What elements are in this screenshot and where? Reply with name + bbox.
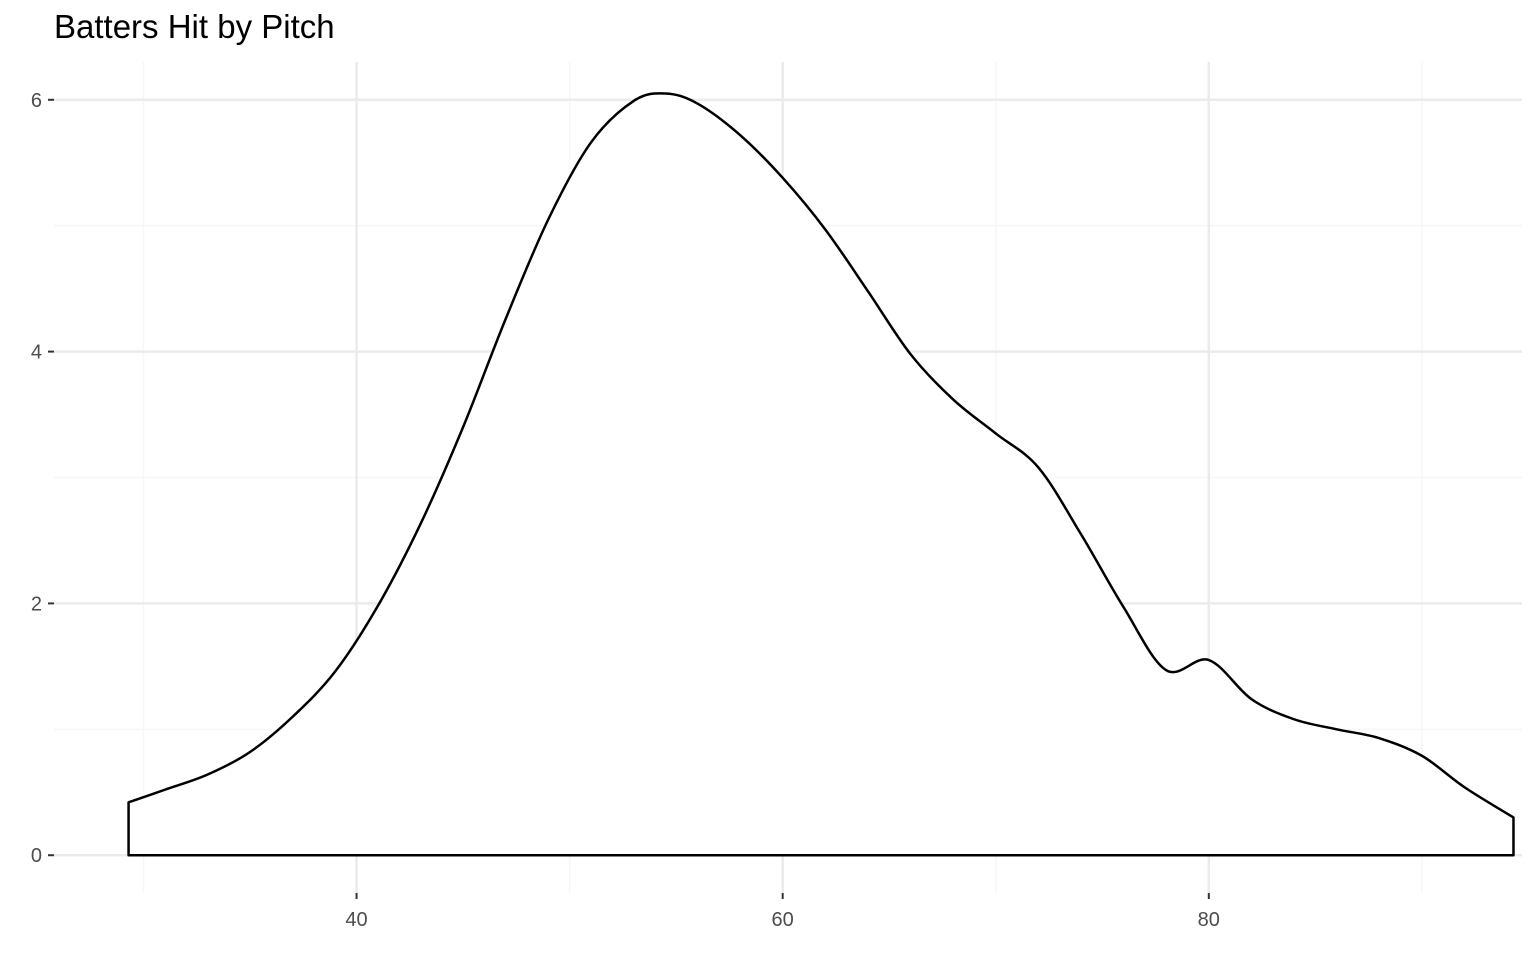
density-area	[127, 92, 1515, 857]
x-axis: 40 60 80	[345, 893, 1220, 931]
y-tick-label: 6	[31, 90, 42, 112]
y-tick-label: 2	[31, 593, 42, 615]
chart-title: Batters Hit by Pitch	[54, 8, 335, 45]
y-tick-label: 4	[31, 342, 42, 364]
y-axis: 0 2 4 6	[31, 90, 54, 867]
x-tick-label: 80	[1198, 909, 1220, 931]
y-tick-label: 0	[31, 845, 42, 867]
x-tick-label: 60	[772, 909, 794, 931]
x-tick-label: 40	[345, 909, 367, 931]
